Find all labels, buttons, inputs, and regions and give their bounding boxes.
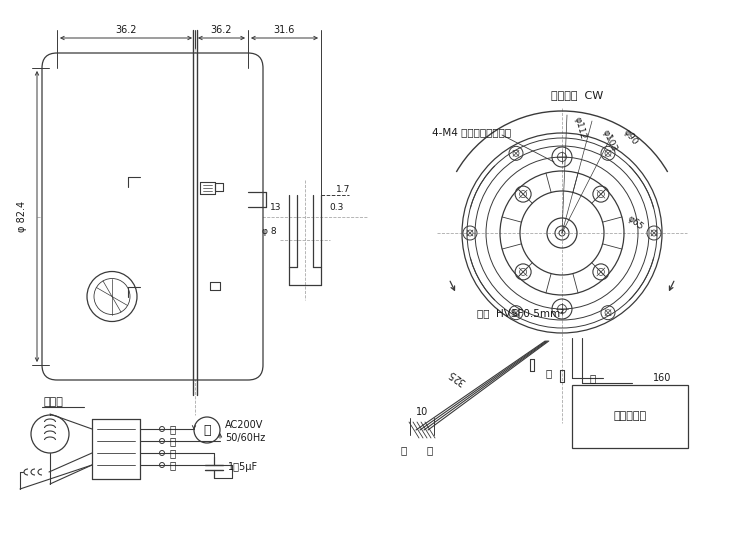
- Text: 10: 10: [416, 407, 428, 417]
- Text: 回転方向  CW: 回転方向 CW: [551, 90, 603, 100]
- Text: φ112: φ112: [572, 116, 588, 140]
- Text: 白: 白: [170, 448, 176, 458]
- Text: φ 8: φ 8: [262, 226, 277, 235]
- Bar: [572, 385, 688, 448]
- Text: 灰: 灰: [170, 436, 176, 446]
- Text: 1．5μF: 1．5μF: [228, 462, 258, 472]
- Text: 4-M4 バーリングタップ: 4-M4 バーリングタップ: [432, 127, 511, 137]
- Text: 13: 13: [269, 202, 281, 212]
- Text: φ90: φ90: [621, 127, 639, 147]
- Text: 黒: 黒: [546, 368, 552, 378]
- Text: コンデンサ: コンデンサ: [613, 411, 647, 422]
- Text: 0.3: 0.3: [329, 202, 343, 212]
- Text: 灰: 灰: [427, 445, 433, 455]
- Text: 1.7: 1.7: [336, 186, 350, 194]
- Text: ～: ～: [203, 423, 211, 436]
- Text: 31.6: 31.6: [274, 25, 295, 35]
- Text: 36.2: 36.2: [211, 25, 232, 35]
- FancyBboxPatch shape: [42, 53, 263, 380]
- Text: 赤: 赤: [170, 424, 176, 434]
- Text: 黒: 黒: [170, 460, 176, 470]
- Text: φ65: φ65: [626, 214, 645, 232]
- Text: 325: 325: [446, 368, 467, 387]
- Text: 結線図: 結線図: [44, 397, 64, 407]
- Text: φ103: φ103: [600, 129, 618, 153]
- Text: 50/60Hz: 50/60Hz: [225, 433, 265, 443]
- Text: 白: 白: [590, 373, 596, 383]
- Text: φ 82.4: φ 82.4: [17, 201, 27, 232]
- Text: AC200V: AC200V: [225, 420, 264, 430]
- Text: 赤: 赤: [401, 445, 407, 455]
- Text: 電線  HVSF0.5mm²: 電線 HVSF0.5mm²: [477, 308, 564, 318]
- Text: 36.2: 36.2: [115, 25, 137, 35]
- Text: 160: 160: [653, 373, 671, 383]
